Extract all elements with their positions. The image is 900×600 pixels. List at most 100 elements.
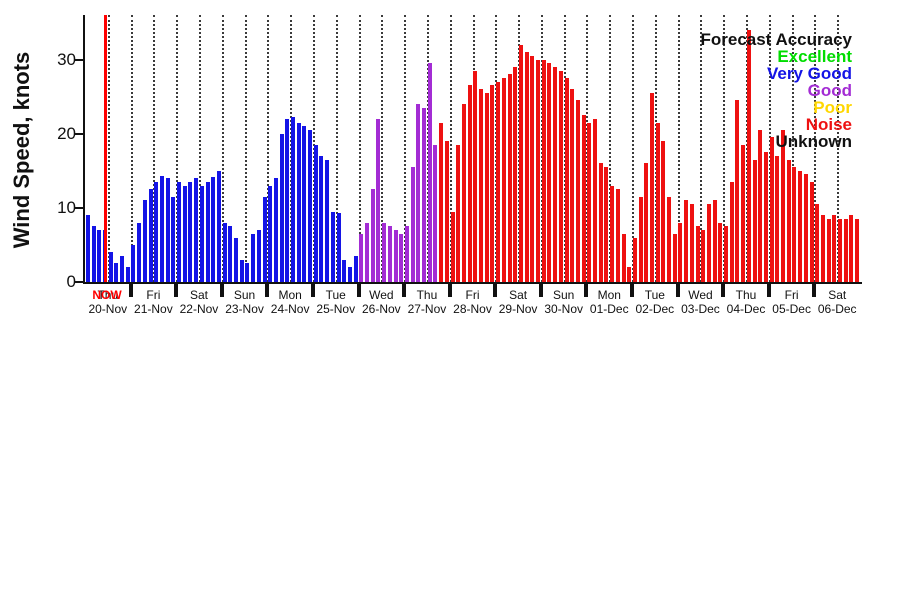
wind-bar [781, 129, 786, 282]
wind-bar [593, 118, 598, 282]
wind-bar [832, 215, 837, 282]
wind-bar [598, 163, 603, 282]
wind-bar [644, 163, 649, 282]
wind-bar [724, 226, 729, 282]
y-tick-mark [75, 281, 83, 283]
wind-bar [496, 81, 501, 282]
gridline [176, 15, 179, 282]
wind-bar [222, 222, 227, 282]
legend-very-good: Very Good [766, 64, 852, 83]
wind-bar [581, 115, 586, 282]
wind-bar [393, 230, 398, 282]
weekday-label: Fri [146, 288, 161, 302]
wind-bar [285, 118, 290, 282]
wind-bar [473, 70, 478, 282]
wind-bar [575, 100, 580, 282]
weekday-label: Thu [416, 288, 438, 302]
legend-excellent: Excellent [777, 47, 852, 66]
date-label: 02-Dec [635, 302, 675, 316]
wind-bar [85, 215, 90, 282]
y-tick-label: 10 [57, 197, 76, 217]
weekday-label: Thu [735, 288, 757, 302]
wind-bar [729, 181, 734, 282]
wind-bar [211, 176, 216, 282]
date-label: 21-Nov [134, 302, 173, 316]
weekday-label: Thu [97, 288, 119, 302]
wind-bar [610, 185, 615, 282]
wind-bar [365, 222, 370, 282]
wind-bar [530, 55, 535, 282]
wind-bar [843, 218, 848, 282]
wind-bar [479, 89, 484, 282]
date-label: 28-Nov [453, 302, 492, 316]
wind-bar [313, 144, 318, 282]
wind-bar [536, 59, 541, 282]
wind-bar [735, 100, 740, 282]
day-boundary-tick [310, 284, 315, 297]
gridline [130, 15, 133, 282]
wind-bar [672, 233, 677, 282]
date-label: 24-Nov [270, 302, 310, 316]
wind-bar [803, 174, 808, 282]
weekday-label: Tue [644, 288, 665, 302]
wind-bar [416, 104, 421, 282]
wind-bar [188, 181, 193, 282]
wind-bar [353, 256, 358, 282]
gridline [244, 15, 247, 282]
wind-bar [467, 85, 472, 282]
weekday-label: Sat [828, 288, 847, 302]
wind-bar [410, 167, 415, 282]
legend-noise: Noise [805, 115, 852, 134]
wind-bar [809, 181, 814, 282]
wind-bar [97, 230, 102, 282]
y-tick-mark [75, 206, 83, 209]
wind-bar [404, 226, 409, 282]
y-tick-mark [75, 132, 83, 135]
legend-poor: Poor [813, 98, 852, 117]
weekday-label: Sat [189, 288, 208, 302]
wind-bar [775, 155, 780, 282]
wind-bar [273, 178, 278, 282]
day-boundary-tick [766, 284, 771, 297]
wind-bar [433, 144, 438, 282]
now-label: NOW [92, 288, 122, 302]
wind-bar [604, 167, 609, 282]
weekday-label: Mon [278, 288, 302, 302]
wind-bar [205, 181, 210, 282]
y-tick-mark [75, 58, 83, 61]
gridline [837, 15, 840, 282]
gridline [609, 15, 612, 282]
wind-bar [439, 122, 444, 282]
wind-bar [661, 141, 666, 282]
wind-bar [234, 237, 238, 282]
gridline [267, 15, 270, 282]
day-boundary-tick [493, 284, 498, 297]
wind-bar [461, 104, 466, 282]
wind-bar [695, 226, 700, 282]
day-boundary-tick [721, 284, 726, 297]
wind-bar [518, 44, 523, 282]
wind-bar [290, 116, 295, 282]
wind-bar [239, 259, 244, 282]
wind-bar [182, 185, 187, 282]
day-boundary-tick [174, 284, 179, 297]
wind-bar [553, 66, 558, 282]
wind-bar [849, 215, 854, 282]
wind-bar [370, 189, 375, 282]
gridline [381, 15, 384, 282]
gridline [335, 15, 338, 282]
weekday-label: Tue [325, 288, 346, 302]
date-label: 27-Nov [407, 302, 447, 316]
wind-bar [114, 263, 119, 282]
wind-bar [758, 129, 763, 282]
wind-bar [296, 122, 301, 282]
wind-bar [621, 233, 626, 282]
wind-bar [268, 185, 273, 282]
now-marker-line [103, 15, 107, 282]
wind-bar [302, 126, 307, 282]
day-boundary-tick [402, 284, 407, 297]
gridline [153, 15, 156, 282]
wind-bar [148, 189, 153, 282]
date-label: 22-Nov [179, 302, 219, 316]
